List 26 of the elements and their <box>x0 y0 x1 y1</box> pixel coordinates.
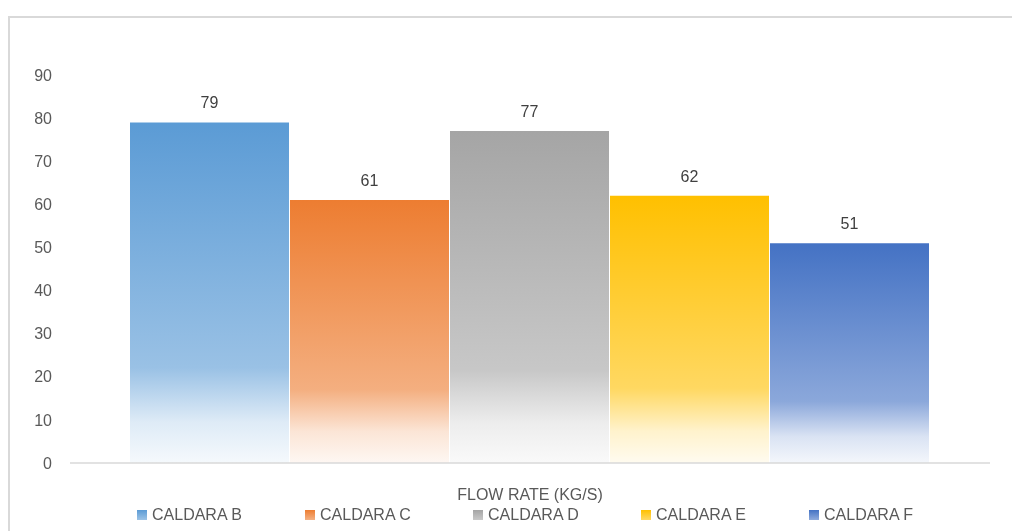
bar <box>290 200 449 463</box>
y-tick-label: 50 <box>34 239 53 257</box>
y-tick-label: 40 <box>34 282 53 300</box>
data-label: 51 <box>840 215 859 233</box>
y-tick-label: 90 <box>34 66 53 84</box>
y-tick-label: 20 <box>34 368 53 386</box>
y-tick-label: 80 <box>34 109 53 127</box>
legend-label: CALDARA F <box>824 505 913 525</box>
y-tick-label: 70 <box>34 152 53 170</box>
data-label: 79 <box>200 94 219 112</box>
data-label: 61 <box>360 172 379 190</box>
bar <box>610 195 769 463</box>
y-tick-label: 10 <box>34 411 53 429</box>
bar <box>770 243 929 463</box>
legend-label: CALDARA E <box>656 505 746 525</box>
y-tick-label: 60 <box>34 196 53 214</box>
legend-label: CALDARA C <box>320 505 411 525</box>
data-label: 77 <box>520 103 539 121</box>
bar <box>130 122 289 463</box>
bar <box>450 131 609 463</box>
y-tick-label: 0 <box>43 454 53 472</box>
x-axis-title: FLOW RATE (KG/S) <box>457 486 603 503</box>
legend-label: CALDARA B <box>152 505 242 525</box>
y-tick-label: 30 <box>34 325 53 343</box>
data-label: 62 <box>680 167 699 185</box>
legend-label: CALDARA D <box>488 505 579 525</box>
